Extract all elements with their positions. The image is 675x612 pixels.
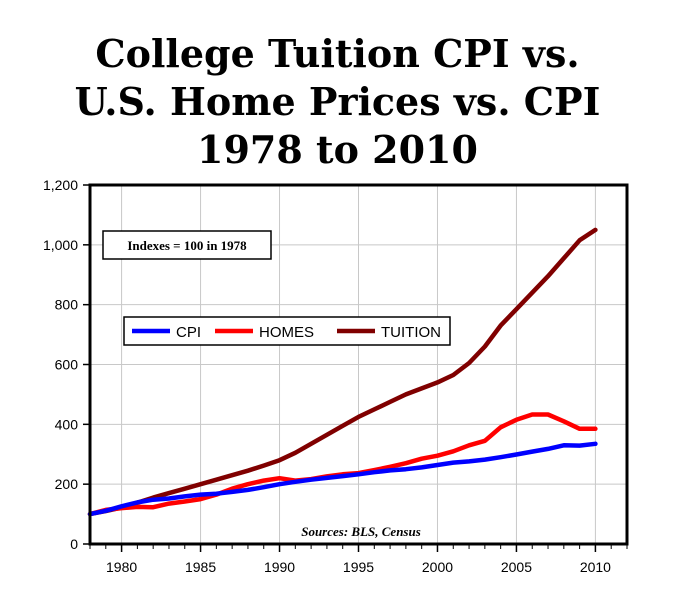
- chart-title: College Tuition CPI vs. U.S. Home Prices…: [0, 30, 675, 174]
- legend: CPI HOMES TUITION: [123, 316, 451, 346]
- series-line-cpi: [87, 441, 598, 517]
- y-tick-label: 1,000: [43, 237, 78, 253]
- tick-layer: 1980 1985 1990 1995 2000 2005 2010 0 200 400 600 80…: [43, 177, 628, 575]
- x-tick-label: 2005: [501, 559, 532, 575]
- y-tick-label: 0: [70, 536, 78, 552]
- y-tick-label: 600: [55, 357, 79, 373]
- series-layer: [87, 227, 598, 517]
- legend-label-cpi: CPI: [176, 324, 201, 341]
- series-line-tuition: [87, 227, 598, 517]
- y-tick-label: 800: [55, 297, 79, 313]
- title-line-1: College Tuition CPI vs.: [95, 31, 580, 76]
- annotation-box: Indexes = 100 in 1978: [102, 230, 272, 260]
- title-line-2: U.S. Home Prices vs. CPI: [74, 79, 601, 124]
- x-tick-label: 1985: [185, 559, 216, 575]
- x-tick-label: 1995: [343, 559, 374, 575]
- x-tick-label: 2010: [580, 559, 611, 575]
- y-tick-label: 200: [55, 476, 79, 492]
- x-tick-label: 1990: [264, 559, 295, 575]
- source-note: Sources: BLS, Census: [301, 524, 421, 539]
- x-tick-label: 1980: [106, 559, 137, 575]
- annotation-text: Indexes = 100 in 1978: [127, 238, 247, 253]
- y-tick-label: 1,200: [43, 177, 78, 193]
- legend-label-homes: HOMES: [259, 324, 314, 341]
- title-line-3: 1978 to 2010: [197, 127, 478, 172]
- x-tick-label: 2000: [422, 559, 453, 575]
- legend-label-tuition: TUITION: [381, 324, 441, 341]
- y-tick-label: 400: [55, 416, 79, 432]
